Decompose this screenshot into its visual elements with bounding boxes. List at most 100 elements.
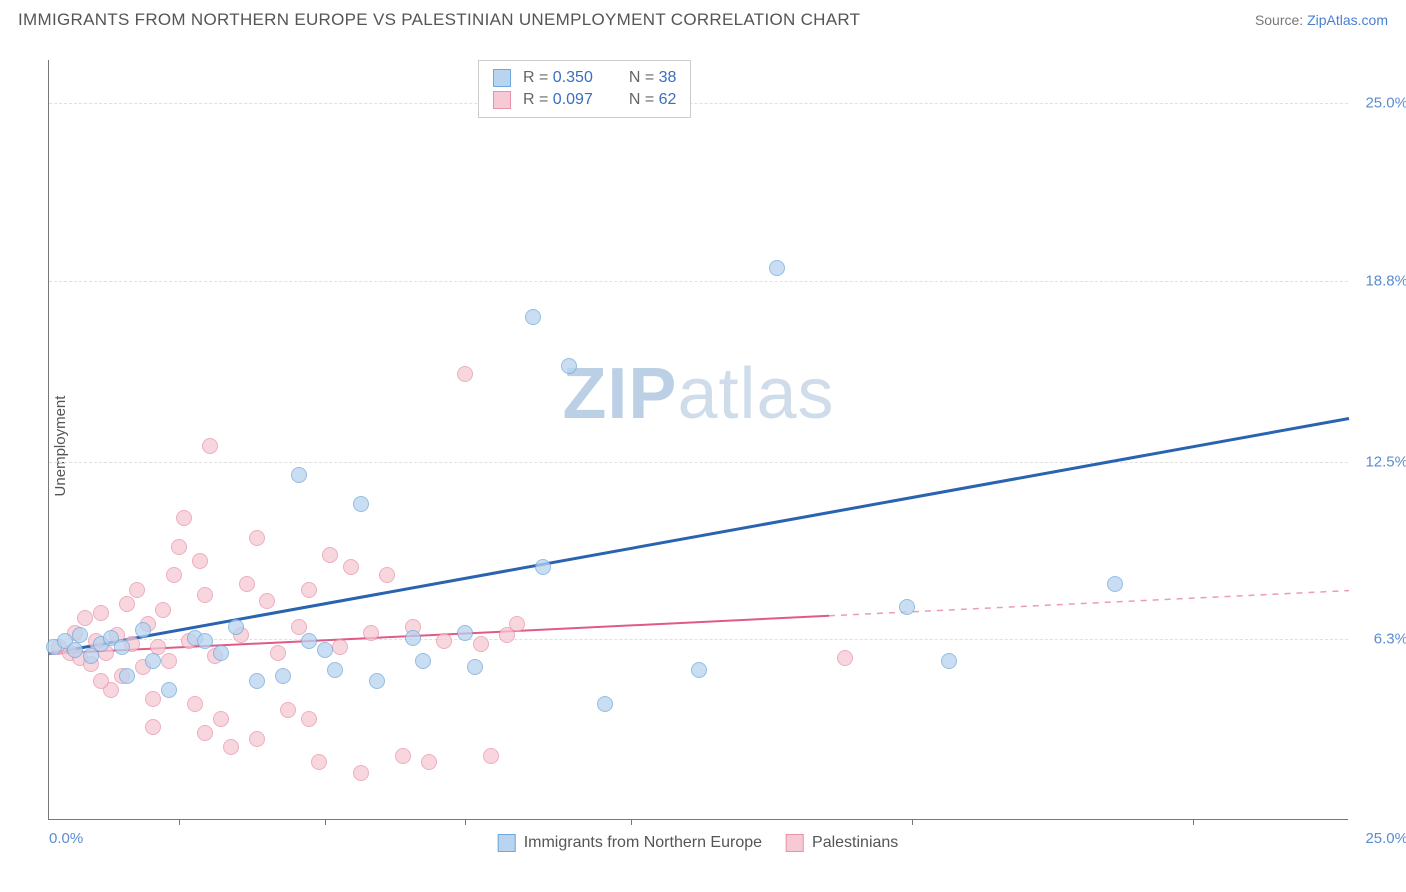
series-legend: Immigrants from Northern Europe Palestini… — [498, 834, 899, 852]
x-tick-label: 25.0% — [1365, 830, 1406, 847]
data-point — [301, 633, 317, 649]
data-point — [415, 653, 431, 669]
y-tick-label: 12.5% — [1353, 453, 1406, 470]
data-point — [535, 559, 551, 575]
plot-area: ZIPatlas 6.3%12.5%18.8%25.0%0.0%25.0% — [48, 60, 1348, 820]
data-point — [176, 510, 192, 526]
data-point — [691, 662, 707, 678]
data-point — [155, 602, 171, 618]
data-point — [311, 754, 327, 770]
correlation-legend: R = 0.350 N = 38 R = 0.097 N = 62 — [478, 60, 691, 118]
data-point — [473, 636, 489, 652]
x-tick-label: 0.0% — [49, 830, 83, 847]
data-point — [483, 748, 499, 764]
data-point — [67, 642, 83, 658]
y-tick-label: 18.8% — [1353, 272, 1406, 289]
data-point — [213, 711, 229, 727]
chart-header: IMMIGRANTS FROM NORTHERN EUROPE VS PALES… — [0, 0, 1406, 36]
legend-label: Palestinians — [812, 834, 898, 852]
chart-container: ZIPatlas 6.3%12.5%18.8%25.0%0.0%25.0% R … — [48, 60, 1348, 820]
data-point — [119, 668, 135, 684]
data-point — [135, 622, 151, 638]
data-point — [899, 599, 915, 615]
data-point — [363, 625, 379, 641]
data-point — [1107, 576, 1123, 592]
source-attribution: Source: ZipAtlas.com — [1255, 12, 1388, 28]
data-point — [561, 358, 577, 374]
data-point — [72, 627, 88, 643]
trend-lines — [49, 60, 1349, 820]
data-point — [343, 559, 359, 575]
data-point — [369, 673, 385, 689]
data-point — [197, 725, 213, 741]
r-label: R = 0.350 — [523, 69, 593, 87]
data-point — [192, 553, 208, 569]
data-point — [249, 673, 265, 689]
data-point — [213, 645, 229, 661]
data-point — [280, 702, 296, 718]
data-point — [166, 567, 182, 583]
y-tick-label: 6.3% — [1353, 631, 1406, 648]
legend-swatch — [786, 834, 804, 852]
chart-title: IMMIGRANTS FROM NORTHERN EUROPE VS PALES… — [18, 10, 860, 30]
n-label: N = 38 — [629, 69, 677, 87]
data-point — [145, 691, 161, 707]
legend-swatch — [493, 91, 511, 109]
data-point — [129, 582, 145, 598]
n-label: N = 62 — [629, 91, 677, 109]
legend-label: Immigrants from Northern Europe — [524, 834, 762, 852]
data-point — [301, 711, 317, 727]
data-point — [114, 639, 130, 655]
legend-row: R = 0.350 N = 38 — [493, 67, 676, 89]
data-point — [197, 587, 213, 603]
data-point — [275, 668, 291, 684]
data-point — [145, 719, 161, 735]
data-point — [145, 653, 161, 669]
y-tick-label: 25.0% — [1353, 95, 1406, 112]
legend-swatch — [498, 834, 516, 852]
data-point — [436, 633, 452, 649]
data-point — [353, 765, 369, 781]
data-point — [405, 630, 421, 646]
data-point — [202, 438, 218, 454]
data-point — [421, 754, 437, 770]
data-point — [457, 625, 473, 641]
trend-line-solid — [49, 418, 1349, 653]
data-point — [228, 619, 244, 635]
data-point — [93, 605, 109, 621]
data-point — [457, 366, 473, 382]
data-point — [332, 639, 348, 655]
data-point — [379, 567, 395, 583]
legend-item: Immigrants from Northern Europe — [498, 834, 762, 852]
data-point — [171, 539, 187, 555]
data-point — [353, 496, 369, 512]
data-point — [197, 633, 213, 649]
data-point — [327, 662, 343, 678]
data-point — [317, 642, 333, 658]
legend-item: Palestinians — [786, 834, 898, 852]
data-point — [270, 645, 286, 661]
data-point — [93, 673, 109, 689]
legend-swatch — [493, 69, 511, 87]
data-point — [467, 659, 483, 675]
data-point — [239, 576, 255, 592]
data-point — [837, 650, 853, 666]
legend-row: R = 0.097 N = 62 — [493, 89, 676, 111]
data-point — [509, 616, 525, 632]
data-point — [941, 653, 957, 669]
data-point — [301, 582, 317, 598]
data-point — [322, 547, 338, 563]
source-link[interactable]: ZipAtlas.com — [1307, 12, 1388, 28]
data-point — [249, 731, 265, 747]
data-point — [525, 309, 541, 325]
data-point — [597, 696, 613, 712]
data-point — [187, 696, 203, 712]
data-point — [249, 530, 265, 546]
data-point — [291, 619, 307, 635]
data-point — [395, 748, 411, 764]
r-label: R = 0.097 — [523, 91, 593, 109]
data-point — [119, 596, 135, 612]
data-point — [769, 260, 785, 276]
data-point — [259, 593, 275, 609]
data-point — [77, 610, 93, 626]
